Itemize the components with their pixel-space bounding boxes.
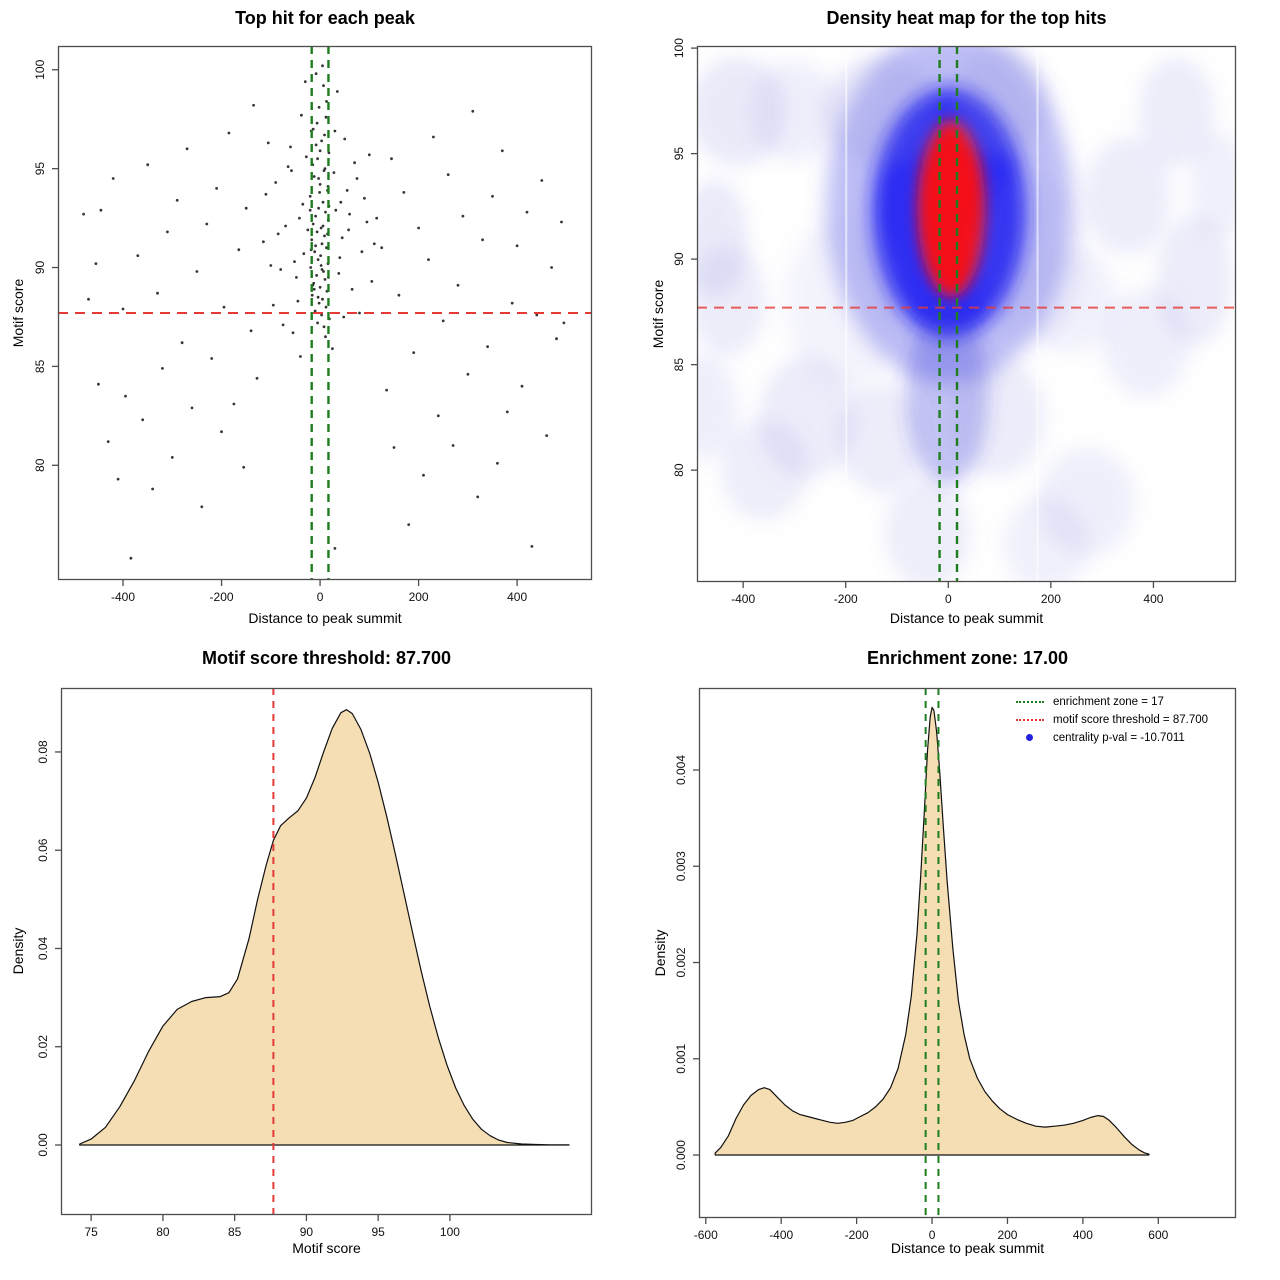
svg-text:90: 90 xyxy=(33,261,47,275)
svg-text:100: 100 xyxy=(440,1225,460,1239)
svg-text:400: 400 xyxy=(1143,592,1163,606)
plot-frame xyxy=(57,45,593,581)
svg-text:95: 95 xyxy=(33,162,47,176)
scatter-xlabel: Distance to peak summit xyxy=(248,610,402,626)
plot-frame xyxy=(698,687,1237,1219)
svg-text:0.02: 0.02 xyxy=(36,1035,50,1059)
svg-text:0: 0 xyxy=(317,590,324,604)
svg-text:90: 90 xyxy=(300,1225,314,1239)
legend-label-enrichment-zone: enrichment zone = 17 xyxy=(1053,695,1164,708)
svg-text:0.000: 0.000 xyxy=(674,1140,688,1170)
svg-text:-200: -200 xyxy=(834,592,858,606)
svg-text:-400: -400 xyxy=(111,590,135,604)
heatmap-ylabel: Motif score xyxy=(650,279,666,349)
svg-text:0.08: 0.08 xyxy=(36,740,50,764)
svg-text:0.003: 0.003 xyxy=(674,851,688,881)
plot-frame xyxy=(60,687,593,1216)
svg-text:400: 400 xyxy=(1073,1228,1093,1242)
svg-text:-200: -200 xyxy=(845,1228,869,1242)
blue-dot-swatch xyxy=(1026,734,1033,741)
svg-text:-400: -400 xyxy=(769,1228,793,1242)
scatter-ylabel: Motif score xyxy=(10,278,26,348)
svg-text:0.004: 0.004 xyxy=(674,755,688,785)
legend-row-enrichment-zone: enrichment zone = 17 xyxy=(1016,694,1208,709)
density-curve xyxy=(714,706,1150,1156)
svg-text:95: 95 xyxy=(672,147,686,161)
svg-text:0.002: 0.002 xyxy=(674,947,688,977)
axis-ticks: -400 -200 0 200 400 80 85 90 95 100 xyxy=(33,59,527,604)
heatmap-title: Density heat map for the top hits xyxy=(826,8,1107,28)
svg-text:200: 200 xyxy=(997,1228,1017,1242)
svg-text:200: 200 xyxy=(409,590,429,604)
svg-text:0.00: 0.00 xyxy=(36,1133,50,1157)
svg-text:200: 200 xyxy=(1041,592,1061,606)
legend-row-centrality-pval: centrality p-val = -10.7011 xyxy=(1016,730,1208,745)
top_hits_scatter-panel: -400 -200 0 200 400 80 85 90 95 100 xyxy=(33,45,593,604)
distance-density-xlabel: Distance to peak summit xyxy=(890,1240,1045,1256)
svg-text:100: 100 xyxy=(672,38,686,58)
score_density-panel: 75 80 85 90 95 100 0.00 0.02 0.04 0.06 0.08 xyxy=(36,687,593,1239)
plot-frame xyxy=(696,45,1237,583)
svg-text:100: 100 xyxy=(33,59,47,79)
legend-label-centrality-pval: centrality p-val = -10.7011 xyxy=(1053,731,1185,744)
legend-row-motif-threshold: motif score threshold = 87.700 xyxy=(1016,712,1208,727)
svg-text:0.04: 0.04 xyxy=(36,936,50,960)
svg-text:-400: -400 xyxy=(731,592,755,606)
distance-density-title: Enrichment zone: 17.00 xyxy=(866,648,1069,668)
distance-density-ylabel: Density xyxy=(652,929,668,977)
legend: enrichment zone = 17 motif score thresho… xyxy=(1016,694,1208,745)
green-dotted-line-swatch xyxy=(1016,700,1044,703)
density-curve xyxy=(79,709,570,1146)
scatter-title: Top hit for each peak xyxy=(235,8,415,28)
scatter-points xyxy=(82,64,566,560)
svg-text:80: 80 xyxy=(156,1225,170,1239)
svg-text:85: 85 xyxy=(672,358,686,372)
svg-text:0: 0 xyxy=(945,592,952,606)
axis-ticks: -400 -200 0 200 400 80 85 90 95 100 xyxy=(672,38,1164,606)
svg-text:-200: -200 xyxy=(210,590,234,604)
svg-text:-600: -600 xyxy=(694,1228,718,1242)
score-density-xlabel: Motif score xyxy=(292,1240,361,1256)
svg-text:85: 85 xyxy=(33,359,47,373)
svg-text:0.06: 0.06 xyxy=(36,838,50,862)
heatmap-kernels xyxy=(697,46,1236,582)
score-density-ylabel: Density xyxy=(10,927,26,975)
svg-text:95: 95 xyxy=(371,1225,385,1239)
legend-label-motif-threshold: motif score threshold = 87.700 xyxy=(1053,713,1209,726)
svg-text:90: 90 xyxy=(672,252,686,266)
svg-text:80: 80 xyxy=(33,458,47,472)
density_heatmap-panel: -400 -200 0 200 400 80 85 90 95 100 xyxy=(672,38,1237,606)
score-density-title: Motif score threshold: 87.700 xyxy=(201,648,452,668)
svg-text:600: 600 xyxy=(1148,1228,1168,1242)
axis-ticks: -600 -400 -200 0 200 400 600 0.000 0.001 0.002 0.0… xyxy=(674,755,1169,1242)
svg-text:0: 0 xyxy=(929,1228,936,1242)
svg-text:400: 400 xyxy=(507,590,527,604)
svg-text:80: 80 xyxy=(672,463,686,477)
axis-ticks: 75 80 85 90 95 100 0.00 0.02 0.04 0.06 0.08 xyxy=(36,740,460,1239)
red-dotted-line-swatch xyxy=(1016,718,1044,721)
heatmap-xlabel: Distance to peak summit xyxy=(889,610,1044,626)
svg-text:85: 85 xyxy=(228,1225,242,1239)
svg-text:0.001: 0.001 xyxy=(674,1043,688,1073)
distance_density-panel: -600 -400 -200 0 200 400 600 0.000 0.001 0.002 0.0… xyxy=(674,687,1237,1242)
svg-text:75: 75 xyxy=(84,1225,98,1239)
